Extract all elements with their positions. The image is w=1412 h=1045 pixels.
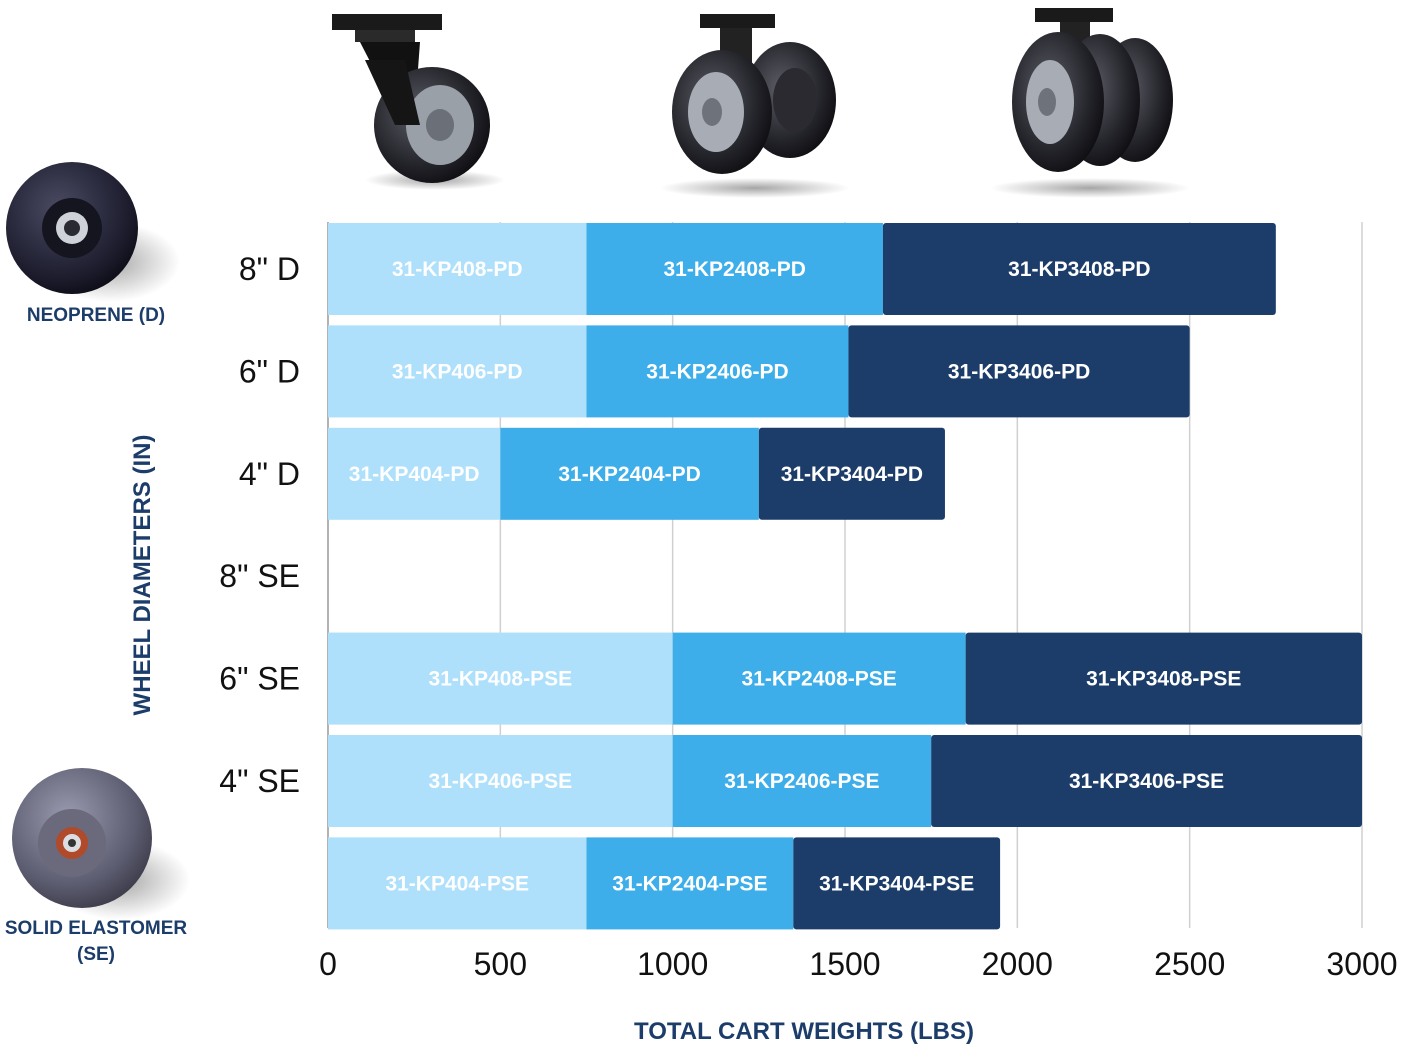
solid-elastomer-legend-label-line1: SOLID ELASTOMER <box>5 918 188 939</box>
bar-label: 31-KP404-PD <box>349 463 480 486</box>
bar-label: 31-KP3408-PSE <box>1086 668 1241 691</box>
bar-label: 31-KP3406-PD <box>948 360 1090 383</box>
solid-elastomer-legend-label-line2: (SE) <box>77 944 115 965</box>
bar-segment <box>848 325 1190 418</box>
neoprene-wheel-icon <box>6 162 180 302</box>
bar-segment <box>672 632 966 725</box>
bar-segment <box>758 427 945 520</box>
bar-label: 31-KP408-PD <box>392 258 523 281</box>
bar-label: 31-KP404-PSE <box>385 872 529 895</box>
bar-label: 31-KP2408-PSE <box>742 668 897 691</box>
bars: 31-KP408-PD 31-KP2408-PD 31-KP3408-PD 31-KP… <box>328 223 1362 930</box>
bar-label: 31-KP406-PSE <box>429 770 573 793</box>
bar-label: 31-KP2404-PD <box>558 463 700 486</box>
dual-wheel-caster-icon <box>660 14 850 198</box>
x-tick-label: 1000 <box>637 946 708 982</box>
x-tick-label: 0 <box>319 946 337 982</box>
bar-segment <box>672 735 932 827</box>
bar-label: 31-KP3404-PSE <box>819 872 974 895</box>
x-axis-title: TOTAL CART WEIGHTS (LBS) <box>634 1018 974 1045</box>
single-wheel-caster-icon <box>332 14 505 190</box>
bar-segment <box>328 735 673 827</box>
bar-segment <box>931 735 1362 827</box>
bar-label: 31-KP2408-PD <box>664 258 806 281</box>
bar-segment <box>328 325 587 418</box>
y-tick-label: 8" D <box>239 251 300 287</box>
bar-segment <box>793 837 1001 930</box>
bar-label: 31-KP2404-PSE <box>612 872 767 895</box>
bar-label: 31-KP406-PD <box>392 360 523 383</box>
bar-label: 31-KP2406-PSE <box>724 770 879 793</box>
bar-segment <box>586 223 883 315</box>
y-tick-label: 6" D <box>239 353 300 389</box>
x-tick-labels: 0 500 1000 1500 2000 2500 3000 <box>319 946 1397 982</box>
bar-label: 31-KP408-PSE <box>429 668 573 691</box>
bar-segment <box>328 223 587 315</box>
triple-wheel-caster-icon <box>990 8 1190 198</box>
bar-segment <box>586 837 794 930</box>
bar-segment <box>328 837 587 930</box>
solid-elastomer-wheel-icon <box>12 768 190 920</box>
y-axis-title: WHEEL DIAMETERS (IN) <box>129 435 156 716</box>
bar-segment <box>328 427 501 520</box>
y-tick-labels: 8" D 6" D 4" D 8" SE 6" SE 4" SE <box>219 251 300 799</box>
x-tick-label: 500 <box>474 946 527 982</box>
bar-label: 31-KP3406-PSE <box>1069 770 1224 793</box>
y-tick-label: 6" SE <box>219 661 300 697</box>
y-tick-label: 8" SE <box>219 558 300 594</box>
y-tick-label: 4" D <box>239 456 300 492</box>
neoprene-legend-label: NEOPRENE (D) <box>27 305 165 326</box>
x-tick-label: 2000 <box>982 946 1053 982</box>
bar-label: 31-KP3404-PD <box>781 463 923 486</box>
bar-segment <box>882 223 1276 315</box>
bar-segment <box>586 325 849 418</box>
bar-segment <box>328 632 673 725</box>
bar-segment <box>965 632 1362 725</box>
bar-label: 31-KP3408-PD <box>1008 258 1150 281</box>
bar-label: 31-KP2406-PD <box>646 360 788 383</box>
x-tick-label: 3000 <box>1326 946 1397 982</box>
x-tick-label: 2500 <box>1154 946 1225 982</box>
x-tick-label: 1500 <box>809 946 880 982</box>
bar-segment <box>500 427 759 520</box>
y-tick-label: 4" SE <box>219 763 300 799</box>
